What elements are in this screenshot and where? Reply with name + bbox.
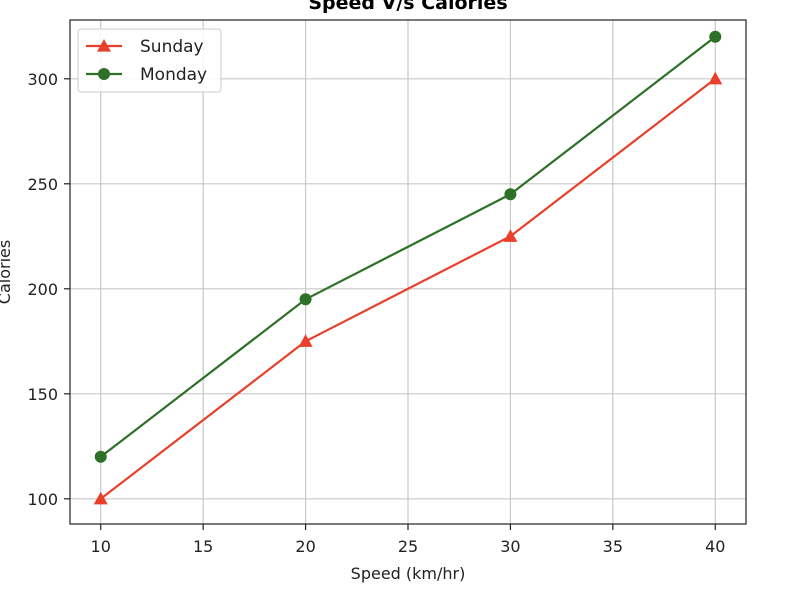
series-line-sunday (100, 77, 716, 500)
x-tick-label: 30 (500, 537, 520, 556)
legend-frame (77, 28, 222, 93)
y-tick-label: 200 (27, 280, 58, 299)
legend-marker-sunday (97, 39, 111, 52)
data-point-monday (94, 450, 107, 463)
data-point-sunday (708, 71, 723, 85)
x-tick-label: 25 (398, 537, 418, 556)
x-tick-label: 15 (193, 537, 213, 556)
chart-title: Speed V/s Calories (308, 0, 507, 14)
x-tick-label: 35 (603, 537, 623, 556)
x-tick-label: 20 (295, 537, 315, 556)
x-axis-title: Speed (km/hr) (351, 564, 466, 583)
series-group (93, 30, 723, 505)
legend-label-monday: Monday (140, 65, 207, 85)
y-tick-label: 250 (27, 175, 58, 194)
x-tick-label: 10 (91, 537, 111, 556)
y-tick-label: 150 (27, 385, 58, 404)
y-tick-label: 300 (27, 70, 58, 89)
data-point-monday (709, 30, 722, 43)
data-point-sunday (503, 229, 518, 242)
series-line-monday (100, 35, 716, 458)
y-axis-ticks: 100 150 200 250 300 (27, 70, 70, 509)
x-tick-label: 40 (705, 537, 725, 556)
legend-label-sunday: Sunday (140, 37, 204, 57)
x-axis-ticks: 10 15 20 25 30 35 40 (91, 524, 725, 556)
y-tick-label: 100 (27, 490, 58, 509)
data-point-sunday (93, 491, 108, 505)
grid-lines (70, 20, 746, 524)
data-point-monday (299, 293, 312, 306)
legend-marker-monday (98, 68, 110, 80)
data-point-monday (504, 188, 517, 201)
data-point-sunday (298, 334, 313, 347)
y-axis-title: Calories (0, 240, 14, 304)
legend: Sunday Monday (77, 28, 222, 93)
